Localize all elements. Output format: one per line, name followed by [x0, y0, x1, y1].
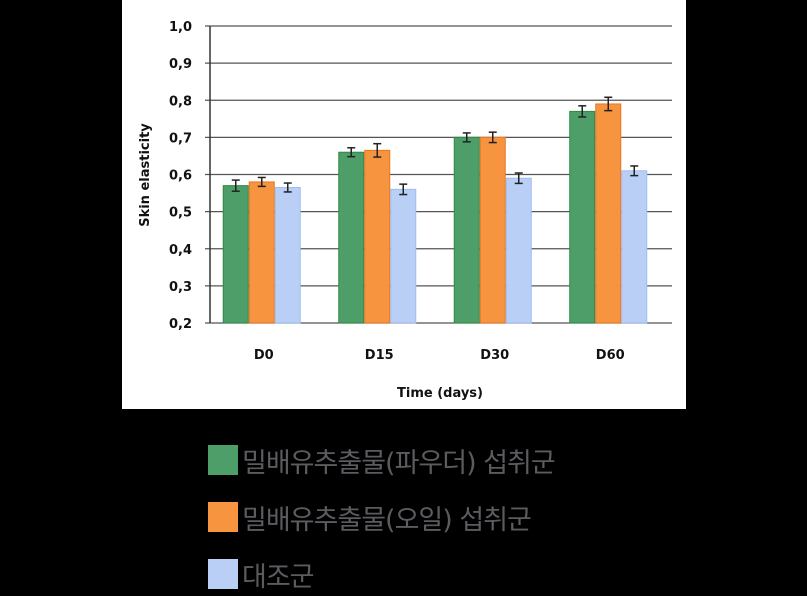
legend-item-powder: 밀배유추출물(파우더) 섭취군 — [208, 442, 556, 479]
y-tick-label: 0,2 — [169, 317, 192, 332]
y-tick-label: 0,3 — [169, 280, 192, 295]
legend-item-oil: 밀배유추출물(오일) 섭취군 — [208, 499, 532, 536]
x-tick-label: D30 — [480, 348, 509, 363]
x-axis-label: Time (days) — [397, 386, 483, 401]
bar — [390, 183, 417, 324]
y-tick-label: 0,9 — [169, 57, 192, 72]
x-axis-ticks: D0 D15 D30 D60 — [254, 348, 625, 363]
y-tick-label: 0,6 — [169, 169, 192, 184]
bar-chart: 0,20,30,40,50,60,70,80,91,0 D0 D15 D30 D60 … — [138, 20, 672, 401]
bar — [274, 182, 301, 324]
x-tick-label: D60 — [596, 348, 625, 363]
legend-label: 밀배유추출물(파우더) 섭취군 — [242, 447, 556, 479]
bars — [222, 96, 648, 324]
y-tick-label: 0,5 — [169, 206, 192, 221]
bar — [505, 172, 532, 324]
legend-swatch-lightblue — [208, 559, 238, 589]
chart-panel: 0,2 0,3 0,4 0,5 0,6 0,7 0,8 0,9 1,0 D0 D15 D30 D60 … — [122, 0, 686, 409]
legend-label: 밀배유추출물(오일) 섭취군 — [242, 504, 532, 536]
legend-swatch-orange — [208, 502, 238, 532]
legend-swatch-green — [208, 445, 238, 475]
y-tick-label: 0,4 — [169, 243, 192, 258]
bar — [364, 142, 391, 324]
bar — [222, 179, 249, 324]
bar — [479, 131, 506, 324]
bar — [248, 176, 275, 324]
bar — [453, 132, 480, 324]
bar — [621, 165, 648, 324]
bar — [595, 96, 622, 324]
y-axis-label: Skin elasticity — [138, 123, 153, 227]
y-tick-label: 0,7 — [169, 131, 192, 146]
x-tick-label: D0 — [254, 348, 274, 363]
y-tick-label: 0,8 — [169, 94, 192, 109]
legend-label: 대조군 — [242, 561, 315, 593]
bar — [338, 147, 365, 324]
legend-item-control: 대조군 — [208, 556, 315, 593]
bar — [569, 105, 596, 324]
x-tick-label: D15 — [365, 348, 394, 363]
y-tick-label: 1,0 — [169, 20, 192, 35]
y-axis-ticks: 0,2 0,3 0,4 0,5 0,6 0,7 0,8 0,9 1,0 — [169, 20, 192, 332]
